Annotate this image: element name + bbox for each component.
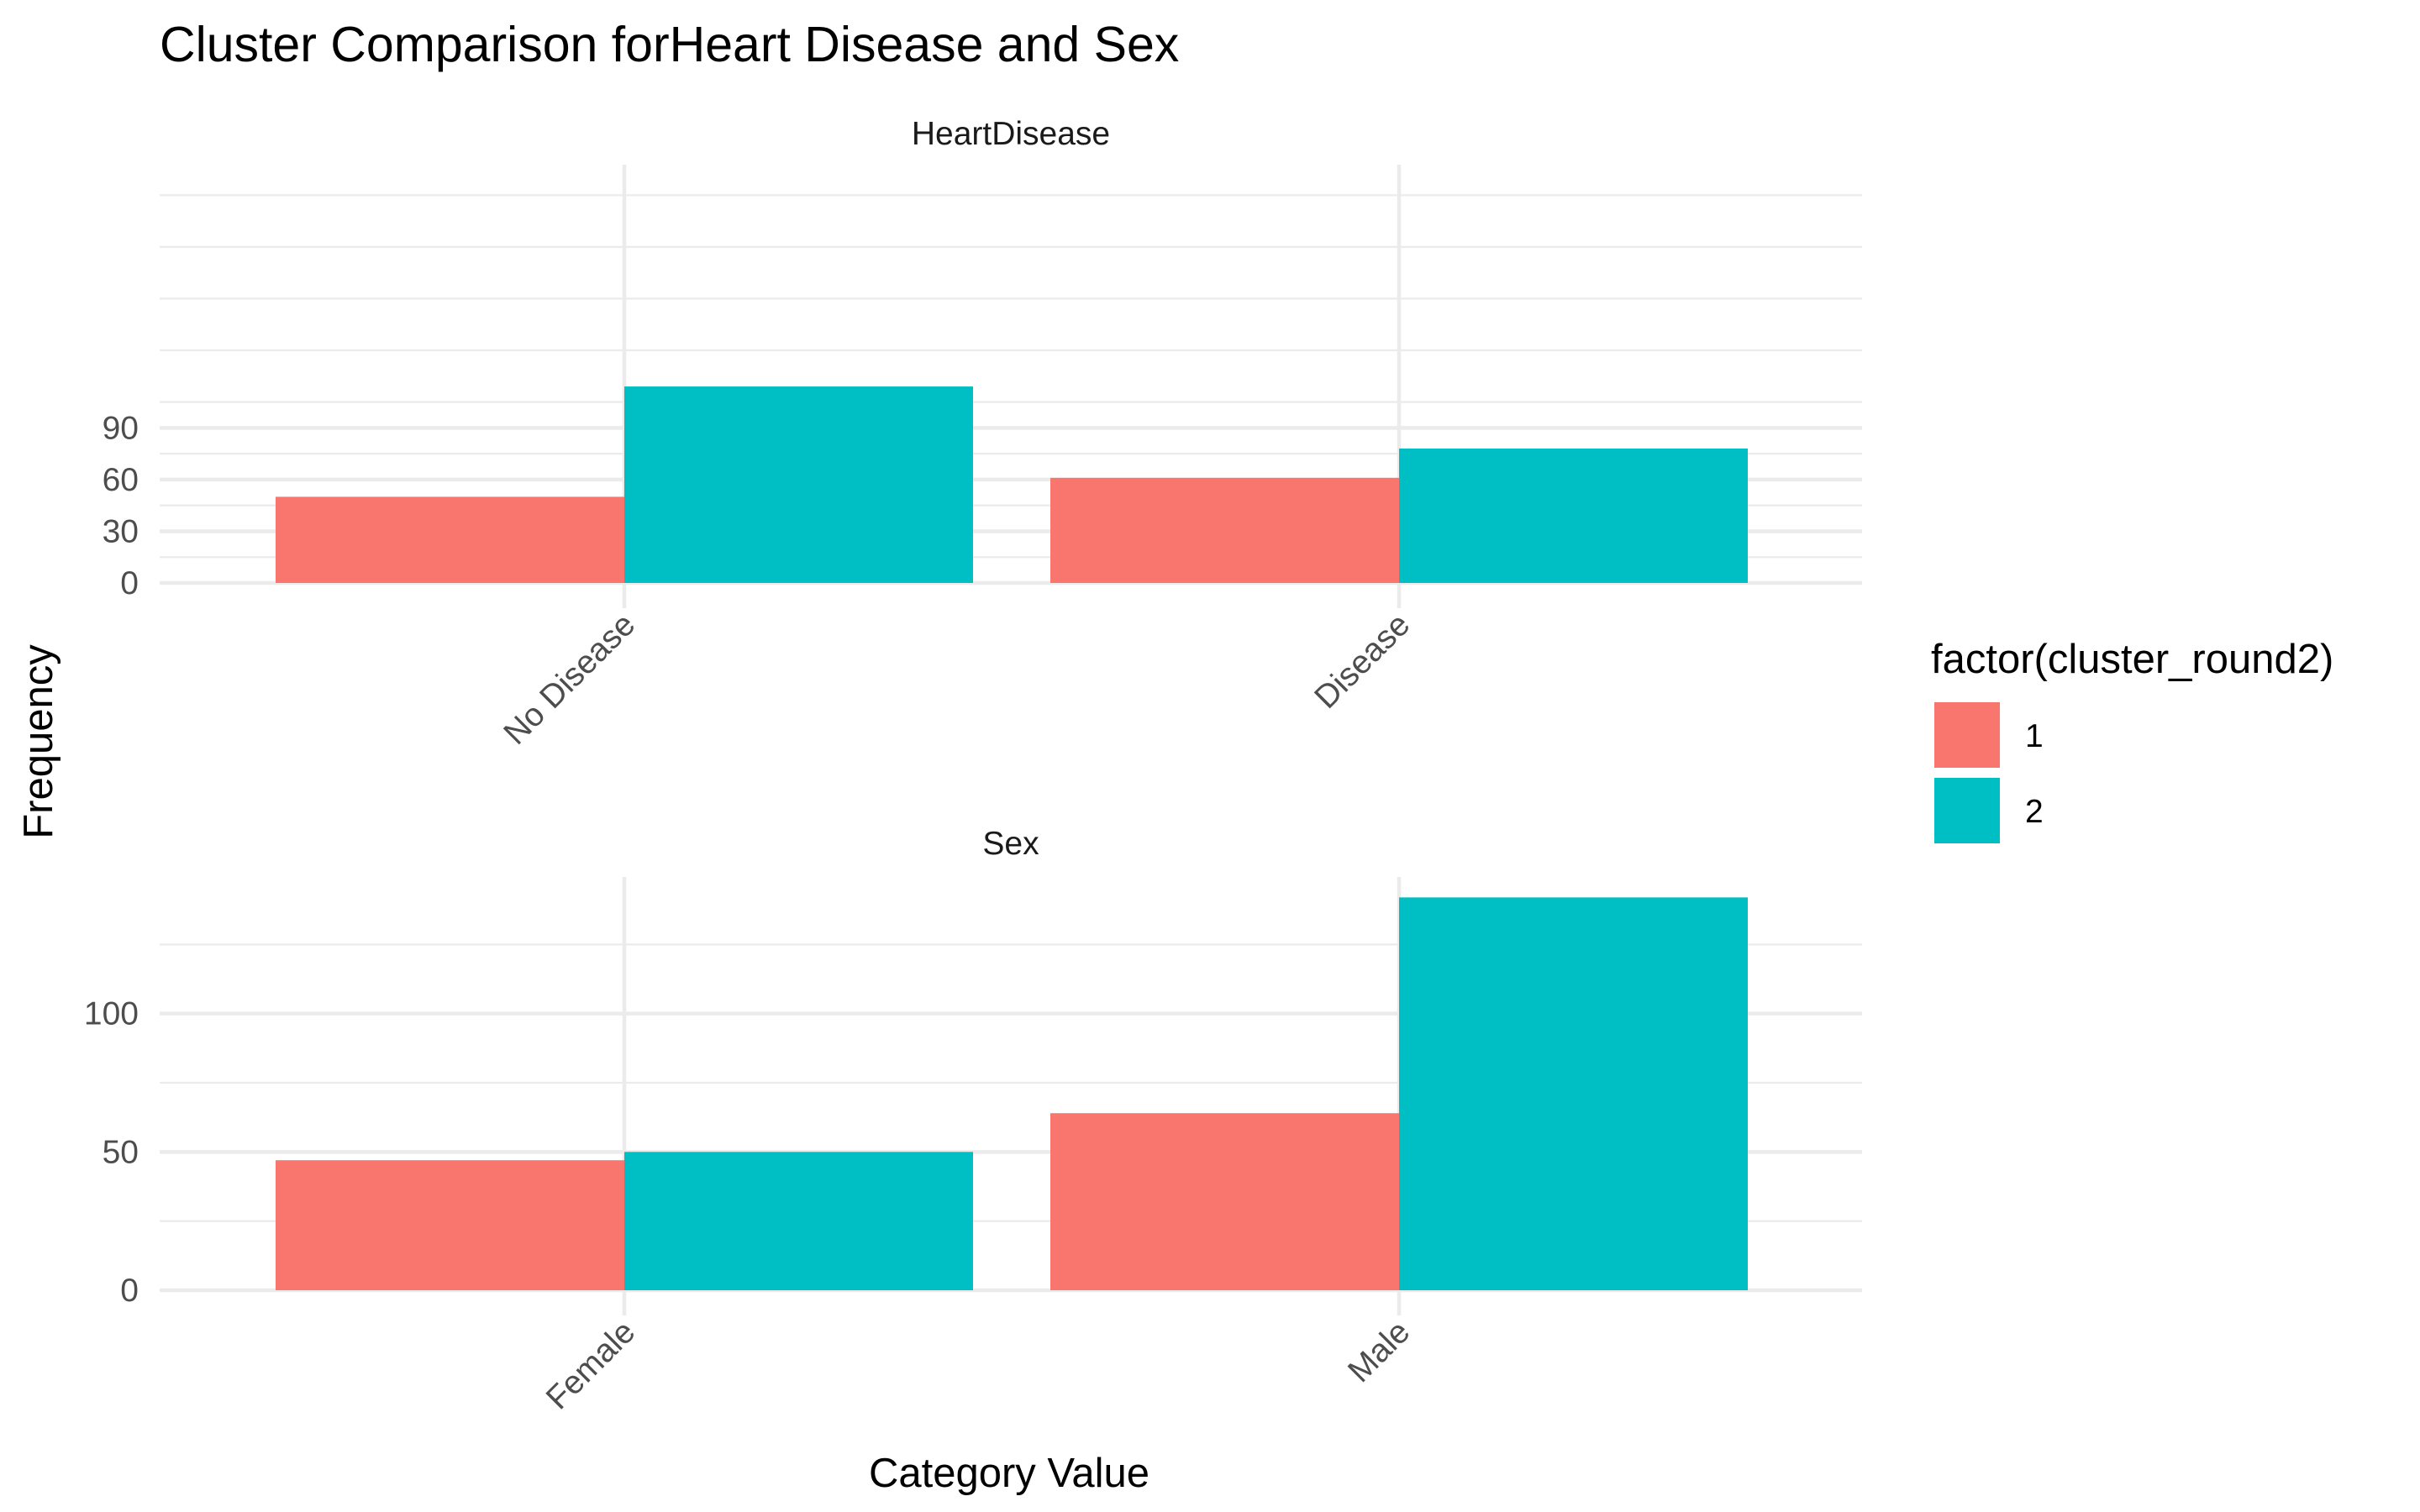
facet-strip-label: Sex (982, 826, 1039, 862)
bar-sex-male-cluster-1 (1050, 1113, 1399, 1290)
legend-key-1 (1934, 702, 2000, 768)
y-tick-label: 60 (103, 462, 139, 498)
legend-key-2 (1934, 778, 2000, 843)
y-tick-label: 50 (103, 1134, 139, 1170)
bar-heartdisease-no-disease-cluster-2 (624, 386, 973, 583)
bar-sex-male-cluster-2 (1399, 897, 1748, 1290)
y-tick-label: 90 (103, 410, 139, 446)
legend-label-1: 1 (2025, 718, 2044, 754)
x-axis-title: Category Value (869, 1451, 1150, 1496)
bar-heartdisease-disease-cluster-1 (1050, 477, 1399, 583)
facet-strip-label: HeartDisease (912, 116, 1110, 152)
legend-label-2: 2 (2025, 794, 2044, 830)
bar-heartdisease-disease-cluster-2 (1399, 448, 1748, 583)
bar-sex-female-cluster-2 (624, 1152, 973, 1290)
y-tick-label: 100 (84, 996, 139, 1032)
y-axis-title: Frequency (16, 644, 61, 839)
bar-heartdisease-no-disease-cluster-1 (276, 496, 624, 583)
y-tick-label: 0 (120, 1273, 139, 1309)
y-tick-label: 30 (103, 513, 139, 549)
y-tick-label: 0 (120, 565, 139, 601)
legend: factor(cluster_round2) 1 2 (1931, 637, 2333, 843)
bar-sex-female-cluster-1 (276, 1160, 624, 1290)
chart-title: Cluster Comparison forHeart Disease and … (160, 17, 1179, 72)
legend-title: factor(cluster_round2) (1931, 637, 2333, 682)
